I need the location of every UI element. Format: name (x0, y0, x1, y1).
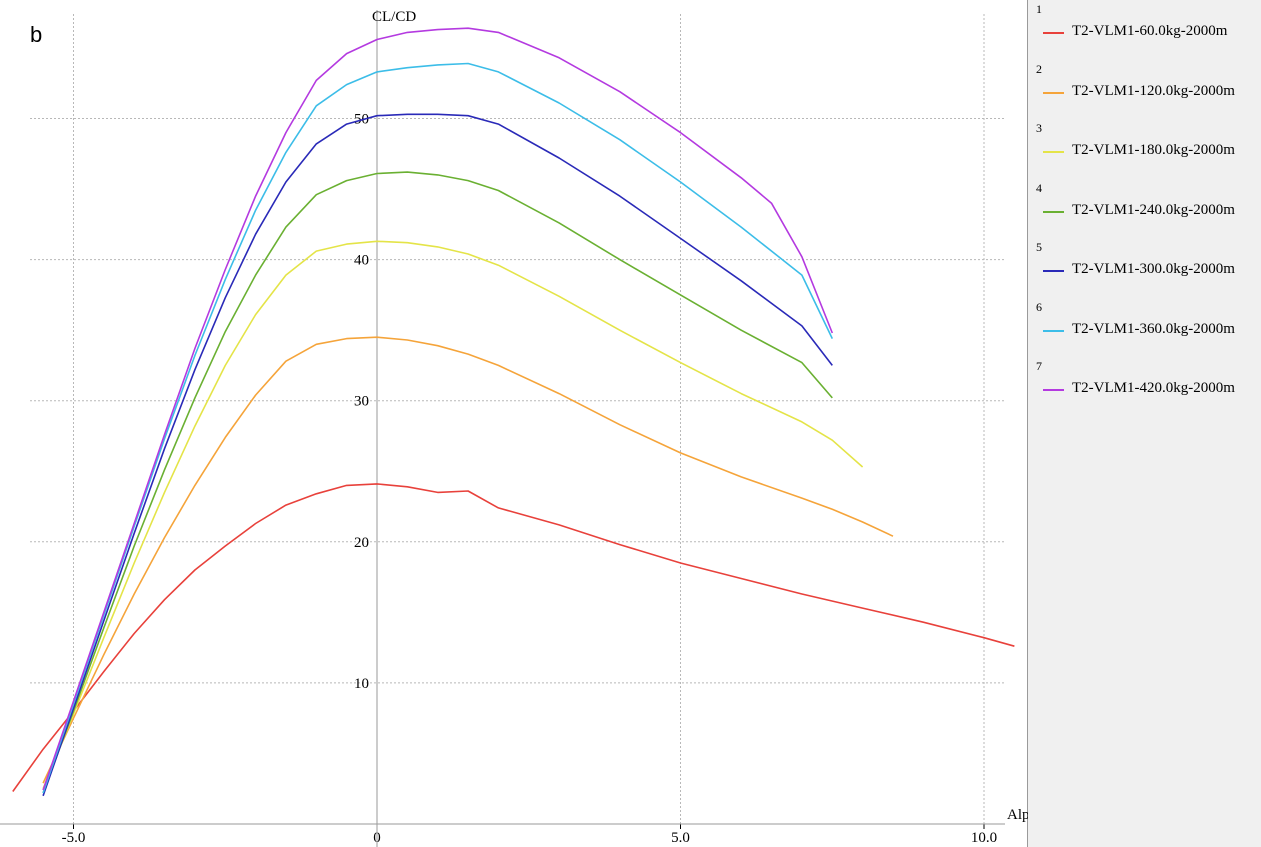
legend-number: 4 (1036, 180, 1042, 195)
legend-number: 1 (1036, 2, 1042, 16)
legend-label: T2-VLM1-300.0kg-2000m (1072, 261, 1235, 277)
series-line-2 (42, 336, 894, 784)
legend-label: T2-VLM1-180.0kg-2000m (1072, 142, 1235, 158)
legend-swatch (1043, 270, 1064, 272)
legend-label: T2-VLM1-120.0kg-2000m (1072, 82, 1235, 99)
series-line-6 (42, 62, 834, 794)
series-line-7 (42, 27, 834, 791)
series-line-4 (42, 171, 833, 794)
series-lines (12, 27, 1015, 797)
y-axis-title: CL/CD (372, 9, 416, 25)
legend-number: 6 (1036, 299, 1042, 314)
y-tick-label: 40 (354, 253, 369, 269)
legend-item-4: 4 T2-VLM1-240.0kg-2000m (1036, 181, 1261, 241)
legend-number: 2 (1036, 61, 1042, 76)
x-axis-title: Alp (1007, 807, 1028, 823)
legend-item-1: 1 T2-VLM1-60.0kg-2000m (1036, 2, 1261, 62)
legend-item-3: 3 T2-VLM1-180.0kg-2000m (1036, 121, 1261, 181)
y-tick-label: 30 (354, 394, 369, 410)
x-tick-label: -5.0 (62, 830, 86, 846)
legend-number: 7 (1036, 359, 1042, 373)
legend-label: T2-VLM1-240.0kg-2000m (1072, 201, 1235, 218)
legend-item-6: 6 T2-VLM1-360.0kg-2000m (1036, 300, 1261, 360)
legend-swatch (1043, 91, 1064, 94)
series-line-3 (42, 240, 864, 790)
legend-label: T2-VLM1-60.0kg-2000m (1072, 23, 1228, 39)
legend-item-7: 7 T2-VLM1-420.0kg-2000m (1036, 359, 1261, 419)
legend-swatch (1043, 32, 1064, 34)
legend-swatch (1043, 151, 1064, 153)
legend-item-5: 5 T2-VLM1-300.0kg-2000m (1036, 240, 1261, 300)
legend-number: 5 (1036, 240, 1042, 254)
series-line-5 (42, 113, 833, 797)
y-tick-label: 10 (354, 676, 369, 692)
x-tick-label: 10.0 (971, 830, 997, 846)
legend-item-2: 2 T2-VLM1-120.0kg-2000m (1036, 62, 1261, 122)
panel-label: b (30, 22, 43, 47)
series-line-1 (12, 483, 1015, 792)
x-tick-label: 5.0 (671, 830, 690, 846)
y-tick-label: 20 (354, 535, 369, 551)
legend-swatch (1043, 329, 1064, 332)
legend-swatch (1043, 210, 1064, 213)
legend-panel: 1 T2-VLM1-60.0kg-2000m 2 T2-VLM1-120.0kg-20… (1028, 0, 1261, 847)
legend-label: T2-VLM1-360.0kg-2000m (1072, 320, 1235, 337)
legend-number: 3 (1036, 121, 1042, 135)
legend-label: T2-VLM1-420.0kg-2000m (1072, 380, 1235, 396)
grid (30, 14, 1005, 824)
legend-swatch (1043, 389, 1064, 391)
